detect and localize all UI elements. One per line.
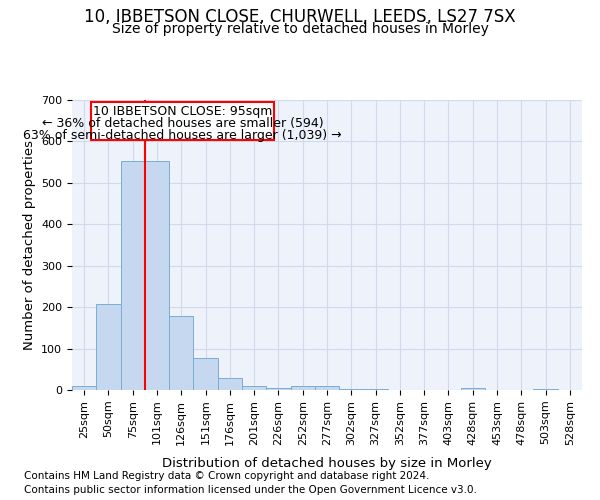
Bar	[315, 386, 339, 390]
Text: 10 IBBETSON CLOSE: 95sqm: 10 IBBETSON CLOSE: 95sqm	[93, 106, 272, 118]
Text: 10, IBBETSON CLOSE, CHURWELL, LEEDS, LS27 7SX: 10, IBBETSON CLOSE, CHURWELL, LEEDS, LS2…	[84, 8, 516, 26]
Bar	[169, 316, 193, 390]
Bar	[96, 304, 121, 390]
Text: Contains HM Land Registry data © Crown copyright and database right 2024.: Contains HM Land Registry data © Crown c…	[24, 471, 430, 481]
Bar	[121, 161, 145, 390]
Text: Size of property relative to detached houses in Morley: Size of property relative to detached ho…	[112, 22, 488, 36]
Bar	[72, 386, 96, 390]
Bar	[266, 388, 290, 390]
Bar	[193, 358, 218, 390]
Bar	[364, 389, 388, 390]
Text: Distribution of detached houses by size in Morley: Distribution of detached houses by size …	[162, 458, 492, 470]
Text: Contains public sector information licensed under the Open Government Licence v3: Contains public sector information licen…	[24, 485, 477, 495]
Y-axis label: Number of detached properties: Number of detached properties	[23, 140, 35, 350]
Bar	[290, 386, 315, 390]
Bar	[339, 389, 364, 390]
Bar	[145, 161, 169, 390]
Text: 63% of semi-detached houses are larger (1,039) →: 63% of semi-detached houses are larger (…	[23, 128, 342, 141]
Bar	[242, 386, 266, 390]
Text: ← 36% of detached houses are smaller (594): ← 36% of detached houses are smaller (59…	[41, 117, 323, 130]
Bar	[533, 389, 558, 390]
Bar	[91, 102, 274, 140]
Bar	[461, 388, 485, 390]
Bar	[218, 378, 242, 390]
